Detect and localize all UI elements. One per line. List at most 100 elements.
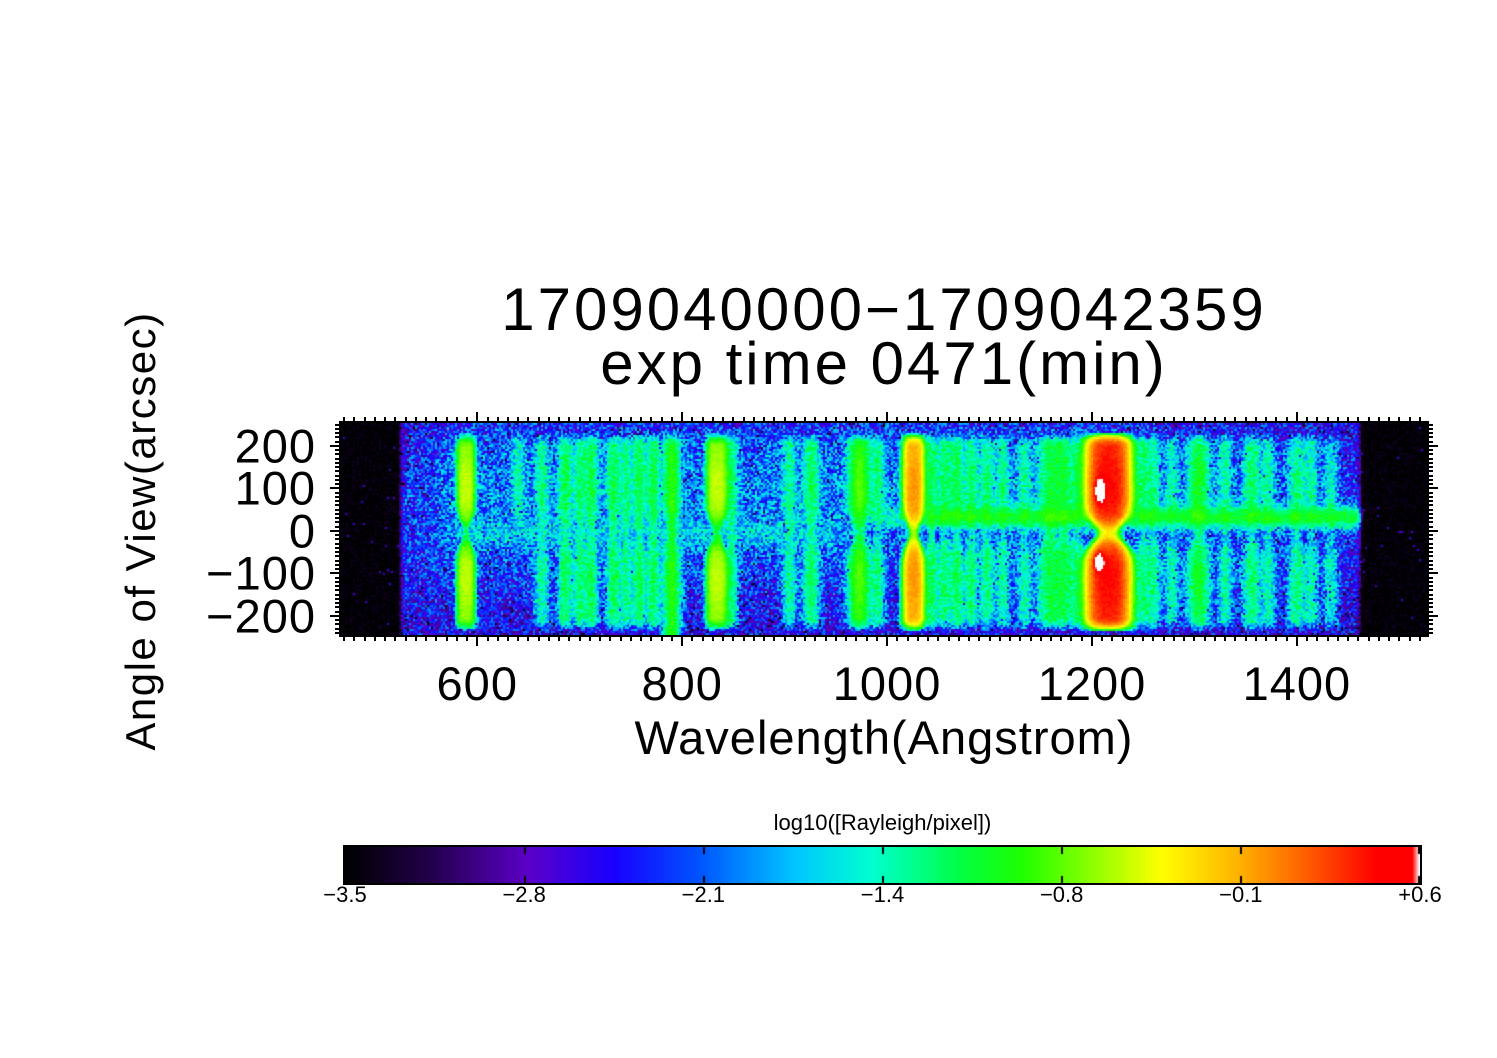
tick-mark xyxy=(335,623,339,625)
tick-mark xyxy=(835,637,837,641)
tick-mark xyxy=(927,637,929,641)
tick-mark xyxy=(1070,637,1072,641)
tick-mark xyxy=(978,637,980,641)
tick-mark xyxy=(589,637,591,641)
tick-mark xyxy=(405,637,407,641)
tick-mark xyxy=(948,417,950,421)
tick-mark xyxy=(1429,479,1433,481)
tick-mark xyxy=(1429,436,1433,438)
tick-mark xyxy=(568,637,570,641)
tick-mark xyxy=(335,453,339,455)
tick-mark xyxy=(405,417,407,421)
tick-mark xyxy=(1429,611,1433,613)
tick-mark xyxy=(568,417,570,421)
tick-mark xyxy=(1429,517,1433,519)
tick-mark xyxy=(1316,417,1318,421)
colorbar-tick-label: +0.6 xyxy=(1398,882,1442,907)
tick-mark xyxy=(1183,417,1185,421)
colorbar-tick-label: −3.5 xyxy=(323,882,367,907)
tick-mark xyxy=(466,637,468,641)
tick-mark xyxy=(435,417,437,421)
tick-mark xyxy=(1163,637,1165,641)
tick-mark xyxy=(1429,466,1433,468)
tick-mark xyxy=(1173,417,1175,421)
tick-mark xyxy=(1152,637,1154,641)
tick-mark xyxy=(948,637,950,641)
tick-mark xyxy=(978,417,980,421)
tick-mark xyxy=(1193,637,1195,641)
tick-mark xyxy=(1030,417,1032,421)
tick-mark xyxy=(1429,555,1433,557)
tick-mark xyxy=(589,417,591,421)
tick-mark xyxy=(650,417,652,421)
tick-mark xyxy=(335,500,339,502)
tick-mark xyxy=(1429,628,1433,630)
tick-mark xyxy=(640,417,642,421)
tick-mark xyxy=(712,637,714,641)
tick-mark xyxy=(335,517,339,519)
spectrogram-image xyxy=(341,423,1427,635)
tick-mark xyxy=(1419,637,1421,641)
tick-mark xyxy=(814,417,816,421)
tick-mark xyxy=(1429,602,1433,604)
tick-mark xyxy=(507,417,509,421)
tick-mark xyxy=(1429,453,1433,455)
tick-mark xyxy=(497,637,499,641)
y-tick-label: 0 xyxy=(288,504,316,558)
tick-mark xyxy=(364,417,366,421)
tick-mark xyxy=(599,417,601,421)
tick-mark xyxy=(497,417,499,421)
tick-mark xyxy=(1429,534,1433,536)
x-tick-label: 1400 xyxy=(1242,657,1352,710)
tick-mark xyxy=(415,637,417,641)
tick-mark xyxy=(937,417,939,421)
tick-mark xyxy=(732,417,734,421)
tick-mark xyxy=(1429,619,1433,621)
tick-mark xyxy=(989,637,991,641)
tick-mark xyxy=(1306,417,1308,421)
tick-mark xyxy=(866,637,868,641)
tick-mark xyxy=(1419,417,1421,421)
tick-mark xyxy=(548,417,550,421)
tick-mark xyxy=(548,637,550,641)
tick-mark xyxy=(681,412,683,421)
tick-mark xyxy=(1429,496,1433,498)
tick-mark xyxy=(335,547,339,549)
tick-mark xyxy=(896,417,898,421)
tick-mark xyxy=(1378,417,1380,421)
tick-mark xyxy=(1122,637,1124,641)
tick-mark xyxy=(476,637,478,646)
tick-mark xyxy=(1429,551,1433,553)
tick-mark xyxy=(1142,417,1144,421)
tick-mark xyxy=(1409,637,1411,641)
tick-mark xyxy=(691,637,693,641)
tick-mark xyxy=(773,637,775,641)
tick-mark xyxy=(1429,606,1433,608)
tick-mark xyxy=(1224,417,1226,421)
tick-mark xyxy=(335,543,339,545)
tick-mark xyxy=(1050,637,1052,641)
tick-mark xyxy=(1152,417,1154,421)
tick-mark xyxy=(538,637,540,641)
tick-mark xyxy=(722,417,724,421)
tick-mark xyxy=(958,637,960,641)
tick-mark xyxy=(691,417,693,421)
tick-mark xyxy=(1429,564,1433,566)
y-tick-label: 100 xyxy=(234,461,316,515)
plot-title-line1: 1709040000−1709042359 xyxy=(501,276,1267,343)
tick-mark xyxy=(335,611,339,613)
tick-mark xyxy=(1019,417,1021,421)
tick-mark xyxy=(1224,637,1226,641)
tick-mark xyxy=(1050,417,1052,421)
tick-mark xyxy=(1429,581,1433,583)
tick-mark xyxy=(732,637,734,641)
tick-mark xyxy=(335,424,339,426)
colorbar-tick-label: −1.4 xyxy=(860,882,905,907)
tick-mark xyxy=(374,417,376,421)
tick-mark xyxy=(835,417,837,421)
tick-mark xyxy=(466,417,468,421)
tick-mark xyxy=(1429,475,1433,477)
tick-mark xyxy=(335,470,339,472)
tick-mark xyxy=(620,417,622,421)
